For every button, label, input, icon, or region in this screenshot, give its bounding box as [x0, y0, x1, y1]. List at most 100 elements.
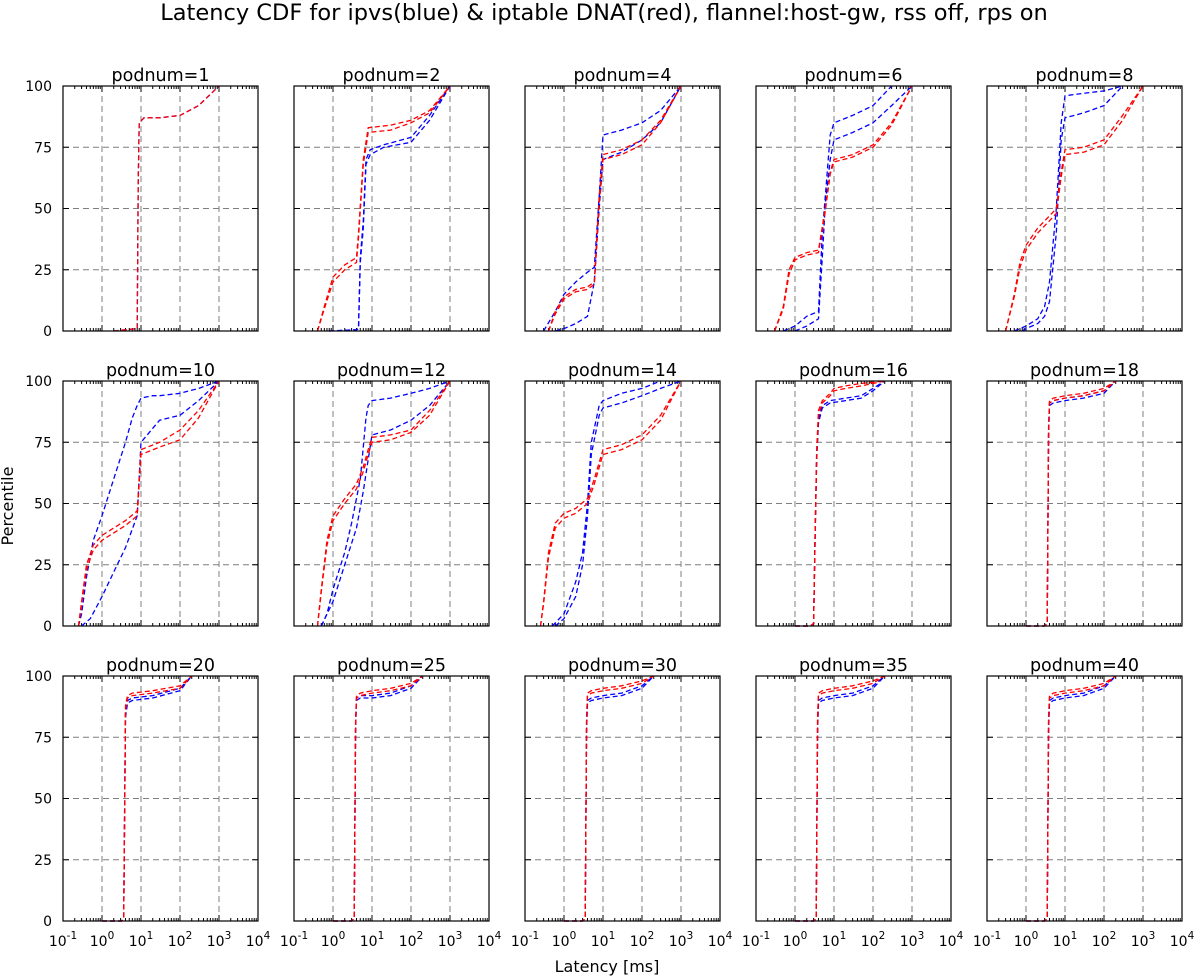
x-axis-label: Latency [ms] [555, 957, 660, 976]
subplot-podnum-16: podnum=16 [755, 361, 952, 627]
x-tick-exponent: 4 [495, 930, 502, 942]
x-tick-base: 10 [591, 934, 609, 950]
y-tick-label: 50 [34, 792, 52, 808]
plot-frame [755, 85, 952, 332]
subplot-podnum-4: podnum=4 [524, 66, 721, 332]
x-tick-label: 10-1 [973, 930, 1001, 950]
x-tick-label: 104 [708, 930, 733, 950]
y-tick-label: 50 [34, 497, 52, 513]
cdf-line-ipvs [783, 85, 893, 332]
x-tick-base: 10 [1053, 934, 1071, 950]
cdf-line-iptables [1026, 675, 1117, 922]
cdf-line-iptables [1004, 85, 1144, 332]
cdf-line-iptables [102, 675, 193, 922]
x-tick-label: 10-1 [49, 930, 77, 950]
panel-title: podnum=16 [799, 361, 908, 381]
x-tick-exponent: -1 [760, 930, 770, 942]
x-tick-exponent: 4 [1188, 930, 1194, 942]
subplot-podnum-8: podnum=8 [986, 66, 1183, 332]
y-tick-label: 25 [34, 853, 52, 869]
cdf-line-ipvs [794, 85, 913, 332]
x-tick-exponent: -1 [529, 930, 539, 942]
x-tick-base: 10 [708, 934, 726, 950]
cdf-line-iptables [113, 85, 220, 332]
plot-frame [755, 675, 952, 922]
panel-title: podnum=14 [568, 361, 677, 381]
x-tick-exponent: 2 [417, 930, 424, 942]
panel-title: podnum=30 [568, 656, 677, 676]
cdf-line-iptables [773, 85, 913, 332]
subplot-podnum-12: podnum=12 [293, 361, 490, 627]
subplot-podnum-14: podnum=14 [524, 361, 721, 627]
y-tick-label: 100 [25, 669, 52, 685]
panel-title: podnum=20 [106, 656, 215, 676]
x-tick-label: 102 [1092, 930, 1117, 950]
x-tick-label: 104 [246, 930, 271, 950]
x-tick-label: 103 [669, 930, 694, 950]
x-tick-label: 100 [321, 930, 346, 950]
x-tick-exponent: 0 [339, 930, 346, 942]
x-tick-label: 101 [591, 930, 616, 950]
cdf-line-ipvs [81, 380, 220, 627]
panel-title: podnum=4 [574, 66, 672, 86]
y-tick-label: 0 [43, 619, 52, 635]
cdf-line-iptables [77, 380, 220, 627]
x-tick-base: 10 [90, 934, 108, 950]
x-tick-base: 10 [360, 934, 378, 950]
panel-title: podnum=35 [799, 656, 908, 676]
x-tick-base: 10 [207, 934, 225, 950]
x-tick-base: 10 [321, 934, 339, 950]
x-tick-label: 100 [90, 930, 115, 950]
x-tick-exponent: 3 [456, 930, 463, 942]
cdf-line-ipvs [1021, 85, 1124, 332]
plot-frame [986, 380, 1183, 627]
figure-title: Latency CDF for ipvs(blue) & iptable DNA… [160, 0, 1048, 26]
plot-frame [524, 380, 721, 627]
x-tick-label: 10-1 [742, 930, 770, 950]
x-tick-exponent: 3 [225, 930, 232, 942]
x-tick-label: 101 [1053, 930, 1078, 950]
y-tick-label: 100 [25, 79, 52, 95]
subplot-podnum-2: podnum=2 [293, 66, 490, 332]
x-tick-label: 102 [168, 930, 193, 950]
plot-frame [293, 380, 490, 627]
x-tick-base: 10 [129, 934, 147, 950]
plot-frame [62, 675, 259, 922]
x-tick-base: 10 [438, 934, 456, 950]
x-tick-base: 10 [1170, 934, 1188, 950]
x-tick-exponent: 4 [957, 930, 964, 942]
subplot-podnum-1: podnum=1 0 25 50 75 100 [25, 66, 259, 340]
cdf-line-iptables [77, 380, 220, 627]
y-tick-label: 75 [34, 730, 52, 746]
x-tick-base: 10 [1131, 934, 1149, 950]
x-tick-label: 100 [783, 930, 808, 950]
y-tick-label: 25 [34, 558, 52, 574]
x-tick-base: 10 [552, 934, 570, 950]
x-tick-exponent: 3 [1149, 930, 1156, 942]
cdf-line-iptables [564, 675, 655, 922]
x-tick-exponent: 4 [264, 930, 271, 942]
y-axis-label: Percentile [0, 467, 17, 546]
plot-frame [62, 85, 259, 332]
panel-title: podnum=6 [805, 66, 903, 86]
x-tick-exponent: 0 [108, 930, 115, 942]
cdf-line-iptables [773, 85, 913, 332]
x-tick-base: 10 [742, 934, 760, 950]
x-tick-exponent: 0 [1032, 930, 1039, 942]
x-tick-exponent: 1 [378, 930, 385, 942]
x-tick-exponent: 1 [1071, 930, 1078, 942]
x-tick-base: 10 [861, 934, 879, 950]
x-tick-base: 10 [280, 934, 298, 950]
panel-title: podnum=1 [112, 66, 210, 86]
cdf-line-iptables [539, 380, 682, 627]
y-tick-label: 100 [25, 374, 52, 390]
cdf-line-iptables [1026, 380, 1117, 627]
x-tick-base: 10 [669, 934, 687, 950]
x-tick-exponent: 2 [879, 930, 886, 942]
x-tick-label: 101 [129, 930, 154, 950]
panel-title: podnum=18 [1030, 361, 1139, 381]
cdf-line-iptables [795, 380, 885, 627]
panel-title: podnum=25 [337, 656, 446, 676]
x-tick-label: 102 [861, 930, 886, 950]
